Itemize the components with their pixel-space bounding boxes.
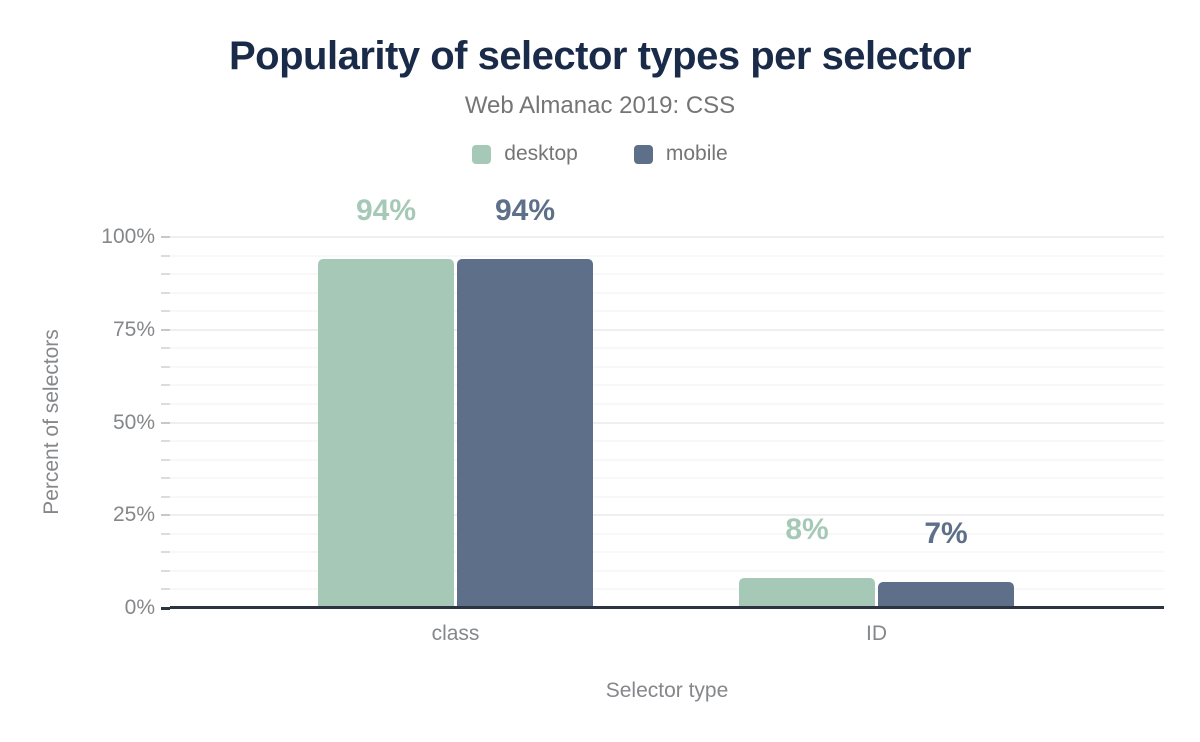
gridline-10 [170, 569, 1164, 572]
bar-mobile-ID[interactable] [878, 582, 1014, 608]
y-tickmark-60 [161, 384, 170, 387]
y-tick-label-75%: 75% [112, 317, 155, 341]
gridline-90 [170, 273, 1164, 276]
legend-item-mobile[interactable]: mobile [633, 142, 728, 166]
gridline-35 [170, 477, 1164, 480]
legend-label-desktop: desktop [504, 142, 578, 165]
y-tickmark-20 [161, 532, 170, 535]
x-axis-line [170, 606, 1164, 609]
y-tickmark-55 [161, 402, 170, 405]
y-tickmark-5 [161, 588, 170, 591]
gridline-75 [170, 328, 1164, 331]
y-tickmark-25 [161, 514, 170, 517]
gridline-20 [170, 532, 1164, 535]
gridline-30 [170, 495, 1164, 498]
y-tickmark-65 [161, 365, 170, 368]
gridline-70 [170, 347, 1164, 350]
bar-value-label-desktop-class: 94% [355, 194, 417, 228]
y-tickmark-40 [161, 458, 170, 461]
y-tickmark-80 [161, 310, 170, 313]
y-tickmark-75 [161, 328, 170, 331]
y-tick-label-100%: 100% [101, 225, 155, 248]
x-axis-title: Selector type [605, 679, 729, 702]
bar-desktop-class[interactable] [318, 259, 454, 608]
legend-item-desktop[interactable]: desktop [472, 142, 578, 166]
bar-mobile-class[interactable] [457, 259, 593, 608]
gridline-65 [170, 365, 1164, 368]
y-tickmark-30 [161, 495, 170, 498]
y-axis-title: Percent of selectors [40, 328, 63, 515]
legend-label-mobile: mobile [665, 142, 728, 165]
y-tickmark-70 [161, 347, 170, 350]
y-tick-label-50%: 50% [112, 410, 155, 434]
y-tickmark-15 [161, 551, 170, 554]
x-category-label-class: class [431, 622, 480, 645]
gridline-40 [170, 458, 1164, 461]
gridline-95 [170, 254, 1164, 257]
y-tick-label-0%: 0% [124, 596, 155, 619]
gridline-50 [170, 421, 1164, 424]
gridline-60 [170, 384, 1164, 387]
gridline-100 [170, 236, 1164, 238]
y-tick-label-25%: 25% [112, 503, 155, 527]
legend: desktop mobile [0, 142, 1200, 166]
y-tickmark-10 [161, 569, 170, 572]
x-category-label-ID: ID [866, 622, 887, 645]
y-tickmark-90 [161, 273, 170, 276]
y-tickmark-0 [161, 607, 170, 610]
gridline-80 [170, 310, 1164, 313]
y-tickmark-85 [161, 291, 170, 294]
y-tickmark-45 [161, 440, 170, 443]
chart-title: Popularity of selector types per selecto… [229, 34, 971, 78]
y-tickmark-35 [161, 477, 170, 480]
gridline-45 [170, 440, 1164, 443]
gridline-55 [170, 402, 1164, 405]
y-tickmark-100 [161, 236, 170, 238]
bar-value-label-mobile-ID: 7% [924, 517, 968, 551]
gridline-25 [170, 514, 1164, 517]
chart-subtitle: Web Almanac 2019: CSS [464, 92, 736, 119]
bar-desktop-ID[interactable] [739, 578, 875, 608]
bar-value-label-desktop-ID: 8% [785, 513, 829, 547]
gridline-15 [170, 551, 1164, 554]
legend-swatch-mobile-icon [633, 144, 653, 164]
legend-swatch-desktop-icon [472, 144, 492, 164]
gridline-85 [170, 291, 1164, 294]
y-tickmark-50 [161, 421, 170, 424]
y-tickmark-95 [161, 254, 170, 257]
gridline-5 [170, 588, 1164, 591]
bar-value-label-mobile-class: 94% [494, 194, 556, 228]
